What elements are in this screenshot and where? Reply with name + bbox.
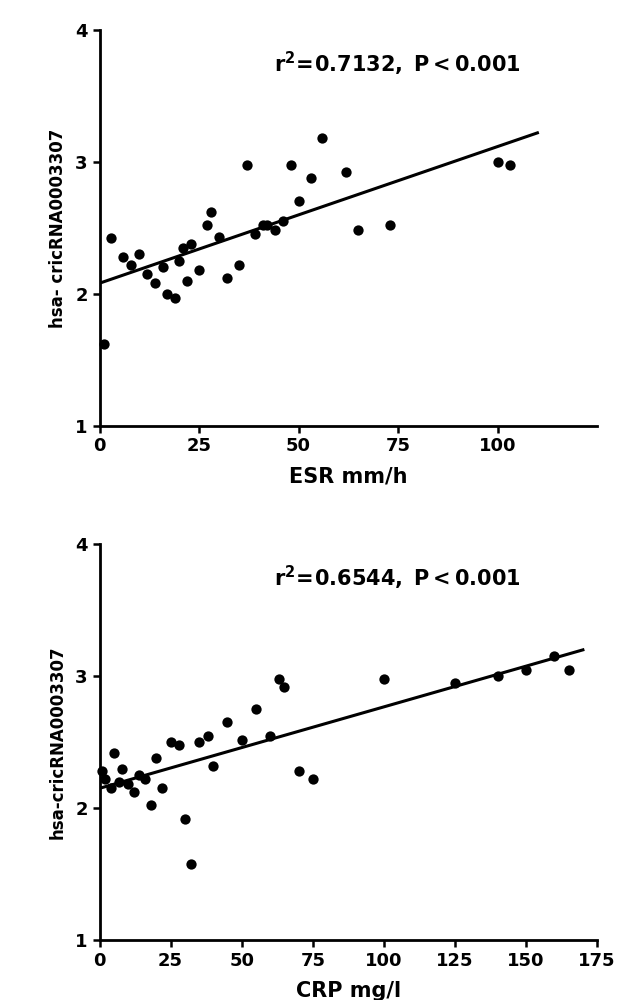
Point — [262, 217, 272, 233]
Point — [285, 157, 295, 173]
Point — [450, 675, 460, 691]
Text: $\bf{r^2\!=\!0.6544,}$ $\it{\bf{P}}\bf{<0.001}$: $\bf{r^2\!=\!0.6544,}$ $\it{\bf{P}}\bf{<… — [274, 564, 521, 592]
Point — [294, 763, 304, 779]
Point — [251, 701, 261, 717]
Point — [165, 734, 175, 750]
X-axis label: CRP mg/l: CRP mg/l — [295, 981, 401, 1000]
Point — [250, 226, 260, 242]
Point — [182, 273, 192, 289]
Point — [140, 771, 150, 787]
Point — [223, 714, 233, 730]
Point — [222, 270, 232, 286]
Point — [308, 771, 318, 787]
Point — [279, 679, 289, 695]
Point — [258, 217, 267, 233]
Point — [206, 204, 216, 220]
Y-axis label: hsa- cricRNA0003307: hsa- cricRNA0003307 — [49, 128, 67, 328]
Point — [126, 257, 136, 273]
Point — [234, 257, 244, 273]
Point — [174, 253, 184, 269]
Point — [353, 222, 363, 238]
Point — [317, 130, 327, 146]
Point — [129, 784, 139, 800]
Point — [98, 763, 108, 779]
Point — [118, 249, 128, 265]
Point — [123, 776, 133, 792]
Point — [504, 157, 514, 173]
Point — [277, 213, 287, 229]
Point — [185, 856, 195, 872]
Point — [98, 336, 108, 352]
Point — [174, 737, 184, 753]
Point — [151, 275, 160, 291]
Point — [100, 771, 110, 787]
Point — [379, 671, 389, 687]
Point — [493, 668, 503, 684]
Point — [521, 662, 531, 678]
Point — [493, 154, 503, 170]
Point — [194, 262, 204, 278]
Point — [265, 728, 275, 744]
Point — [242, 157, 252, 173]
Point — [134, 767, 144, 783]
Point — [158, 259, 168, 275]
Point — [178, 240, 188, 256]
Point — [341, 164, 351, 180]
Point — [180, 811, 190, 827]
Point — [214, 229, 224, 245]
Point — [106, 230, 116, 246]
Point — [114, 774, 124, 790]
Point — [208, 758, 218, 774]
Point — [106, 780, 116, 796]
Point — [118, 761, 128, 777]
Y-axis label: hsa-cricRNA0003307: hsa-cricRNA0003307 — [49, 645, 67, 839]
Point — [274, 671, 284, 687]
Point — [186, 236, 196, 252]
Point — [170, 290, 180, 306]
Point — [270, 222, 280, 238]
Point — [151, 750, 161, 766]
X-axis label: ESR mm/h: ESR mm/h — [289, 467, 407, 487]
Text: $\bf{r^2\!=\!0.7132,}$ $\it{\bf{P}}\bf{<0.001}$: $\bf{r^2\!=\!0.7132,}$ $\it{\bf{P}}\bf{<… — [274, 50, 521, 78]
Point — [162, 286, 172, 302]
Point — [194, 734, 204, 750]
Point — [564, 662, 573, 678]
Point — [237, 732, 247, 748]
Point — [202, 217, 212, 233]
Point — [157, 780, 167, 796]
Point — [203, 728, 213, 744]
Point — [146, 797, 156, 813]
Point — [109, 745, 119, 761]
Point — [385, 217, 395, 233]
Point — [305, 170, 315, 186]
Point — [294, 193, 304, 209]
Point — [134, 246, 144, 262]
Point — [142, 266, 152, 282]
Point — [549, 648, 559, 664]
